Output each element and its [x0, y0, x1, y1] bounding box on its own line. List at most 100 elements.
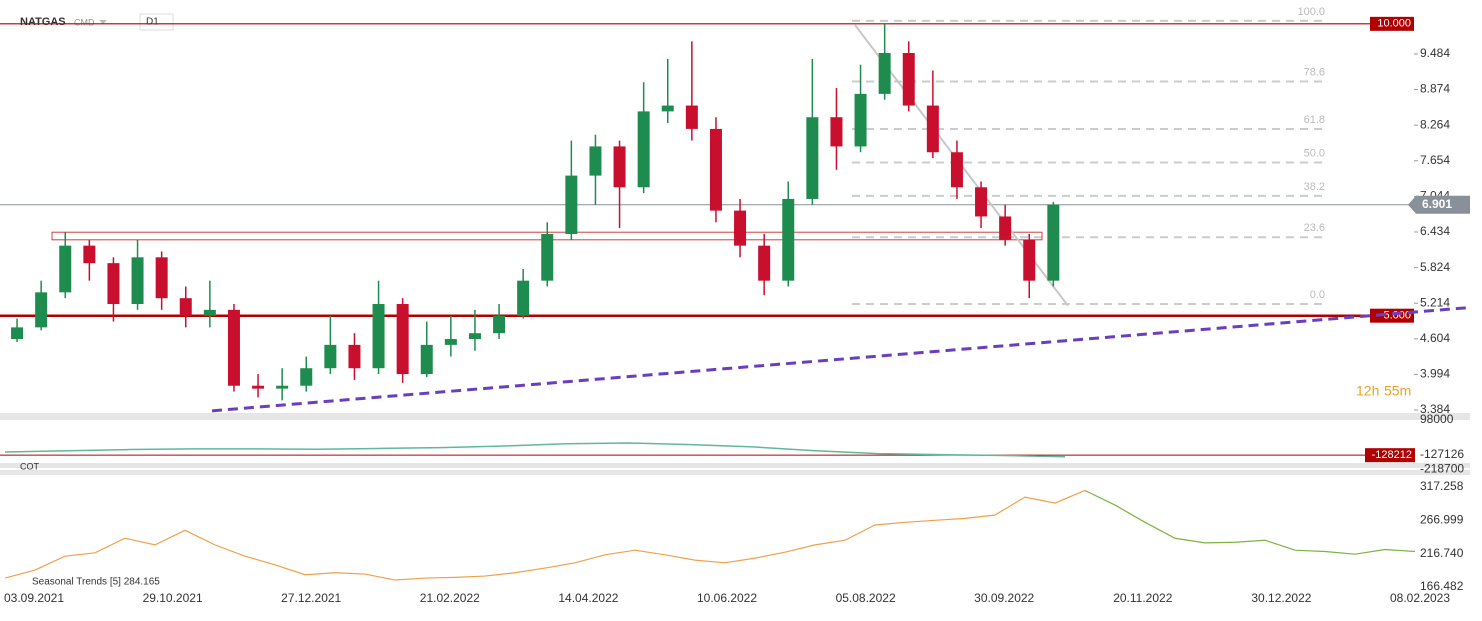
candle-body — [276, 385, 289, 389]
x-tick-label: 30.12.2022 — [1251, 591, 1311, 605]
candle-body — [324, 344, 337, 369]
y-tick-label: 166.482 — [1420, 579, 1464, 593]
y-tick-label: 5.214 — [1420, 295, 1450, 309]
candle-body — [926, 105, 939, 153]
candle-body — [83, 245, 96, 264]
candle-body — [999, 216, 1012, 240]
x-tick-label: 05.08.2022 — [836, 591, 896, 605]
y-tick-label: 3.994 — [1420, 367, 1450, 381]
fib-label: 50.0 — [1304, 147, 1325, 159]
current-price-label: 6.901 — [1422, 197, 1452, 211]
candle-body — [252, 385, 265, 389]
candle-body — [35, 292, 48, 328]
x-tick-label: 14.04.2022 — [558, 591, 618, 605]
candle-body — [734, 210, 747, 246]
market: CMD — [74, 17, 95, 27]
cot-current-box — [1365, 448, 1415, 463]
candle-body — [902, 53, 915, 106]
candle-body — [179, 298, 192, 316]
y-tick-label: 7.654 — [1420, 153, 1450, 167]
candle-body — [975, 187, 988, 217]
candle-body — [878, 53, 891, 94]
candle-body — [709, 128, 722, 211]
candle-body — [637, 111, 650, 188]
candle-body — [517, 280, 530, 316]
seasonal-line — [4, 489, 1086, 581]
candle-body — [565, 175, 578, 234]
y-tick-label: 4.604 — [1420, 331, 1450, 345]
y-tick-label: 98000 — [1420, 412, 1454, 426]
candle-body — [541, 233, 554, 281]
candle-body — [950, 152, 963, 188]
interval[interactable]: D1 — [146, 17, 159, 28]
candle-body — [444, 339, 457, 345]
candle-body — [589, 146, 602, 176]
y-tick-label: 216.740 — [1420, 546, 1464, 560]
candle-body — [1047, 204, 1060, 281]
separator — [0, 470, 1470, 475]
candle-body — [661, 105, 674, 112]
separator — [0, 463, 1470, 468]
separator — [0, 413, 1470, 420]
x-tick-label: 30.09.2022 — [974, 591, 1034, 605]
x-tick-label: 08.02.2023 — [1390, 591, 1450, 605]
x-tick-label: 03.09.2021 — [4, 591, 64, 605]
fib-label: 0.0 — [1310, 289, 1325, 301]
symbol: NATGAS — [20, 16, 66, 28]
cot-label: COT — [20, 461, 40, 471]
candle-body — [227, 309, 240, 386]
interval-box[interactable] — [139, 13, 174, 31]
candle-body — [420, 344, 433, 375]
y-tick-label: 266.999 — [1420, 513, 1464, 527]
y-tick-label: -127126 — [1420, 447, 1464, 461]
candle-body — [107, 263, 120, 305]
x-tick-label: 21.02.2022 — [420, 591, 480, 605]
fib-label: 23.6 — [1304, 222, 1325, 234]
fib-label: 78.6 — [1304, 66, 1325, 78]
x-tick-label: 20.11.2022 — [1113, 591, 1172, 605]
candle-body — [372, 304, 385, 369]
y-tick-label: 317.258 — [1420, 479, 1464, 493]
y-tick-label: 6.434 — [1420, 224, 1450, 238]
timer-minutes: 55m — [1384, 383, 1411, 399]
candle-body — [348, 344, 361, 369]
current-price-box — [1408, 195, 1470, 214]
candle-body — [11, 327, 24, 340]
level-box — [1370, 16, 1414, 31]
fib-label: 61.8 — [1304, 114, 1325, 126]
y-tick-label: 8.264 — [1420, 117, 1450, 131]
cot-line — [4, 442, 1066, 458]
candle-body — [155, 257, 168, 299]
candle-body — [806, 117, 819, 199]
x-tick-label: 27.12.2021 — [281, 591, 341, 605]
candle-body — [830, 117, 843, 147]
x-tick-label: 10.06.2022 — [697, 591, 757, 605]
candle-body — [203, 309, 216, 316]
dropdown-icon[interactable] — [99, 20, 107, 24]
fib-label: 100.0 — [1297, 6, 1325, 18]
x-tick-label: 29.10.2021 — [143, 591, 203, 605]
timer-hours: 12h — [1356, 383, 1379, 399]
trendline — [211, 306, 1471, 413]
candle-body — [1023, 239, 1036, 281]
seasonal-title: Seasonal Trends [5] 284.165 — [32, 577, 160, 588]
candle-body — [300, 368, 313, 386]
candle-body — [685, 105, 698, 129]
y-tick-label: -218700 — [1420, 461, 1464, 475]
level-label: 10.000 — [1377, 18, 1411, 30]
candle-body — [468, 333, 481, 340]
candle-body — [758, 245, 771, 281]
fib-label: 38.2 — [1304, 181, 1325, 193]
y-tick-label: 3.384 — [1420, 402, 1450, 416]
candle-body — [493, 315, 506, 334]
y-tick-label: 9.484 — [1420, 46, 1450, 60]
y-tick-label: 5.824 — [1420, 260, 1450, 274]
y-tick-label: 8.874 — [1420, 82, 1450, 96]
level-label: 5.000 — [1383, 310, 1411, 322]
candle-body — [396, 304, 409, 375]
candle-body — [854, 93, 867, 147]
candle-body — [613, 146, 626, 188]
seasonal-line — [1084, 489, 1416, 555]
